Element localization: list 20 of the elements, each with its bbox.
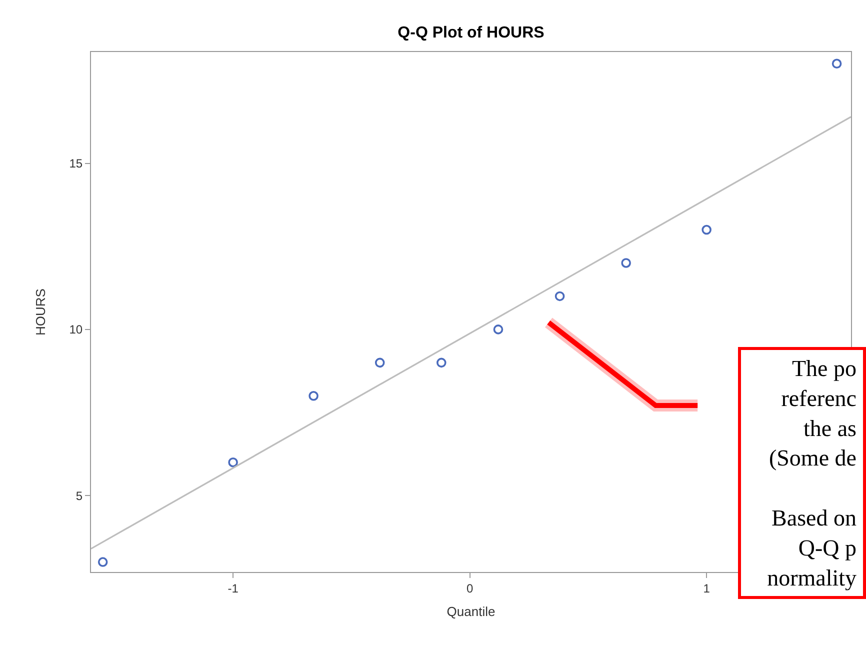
- x-tick-label: 1: [703, 581, 710, 596]
- x-tick-label: -1: [228, 581, 239, 596]
- point: [493, 324, 504, 334]
- point: [832, 58, 842, 69]
- y-tick-label: 10: [69, 322, 83, 337]
- text: The po referenc the as (Some de Based on Q-Q p normality: [767, 356, 857, 590]
- x-axis-title: Quantile: [446, 604, 496, 619]
- point: [308, 391, 318, 401]
- point: [621, 258, 631, 268]
- point: [374, 358, 385, 368]
- chart-title: Q-Q Plot of HOURS: [398, 24, 545, 42]
- y-tick-label: 5: [76, 488, 83, 503]
- point: [554, 291, 565, 302]
- x-tick-label: 0: [466, 581, 474, 596]
- point: [228, 457, 238, 468]
- point: [98, 557, 108, 567]
- point: [702, 224, 712, 235]
- y-tick-label: 15: [69, 156, 83, 171]
- point: [436, 358, 446, 368]
- y-axis-title: HOURS: [33, 288, 48, 336]
